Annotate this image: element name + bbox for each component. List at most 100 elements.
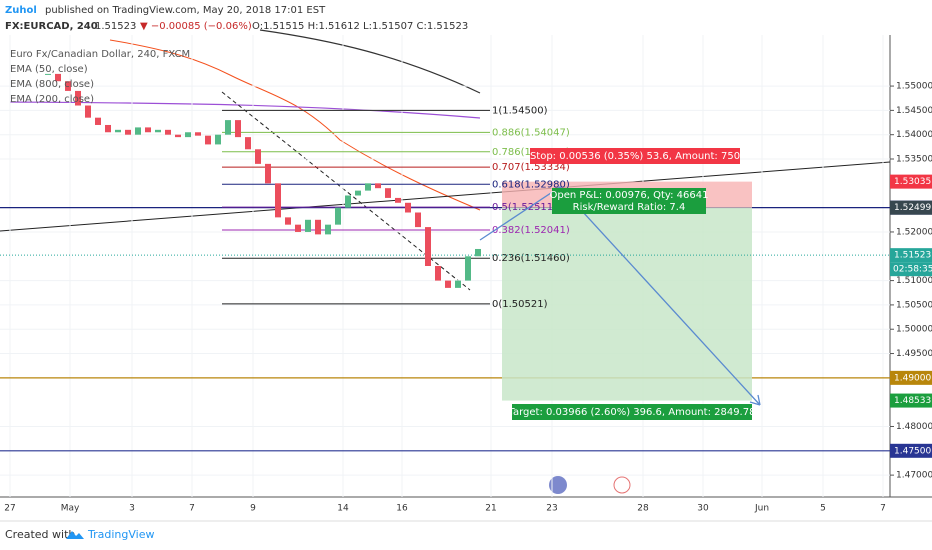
candle: [95, 117, 101, 125]
price-tag: [890, 248, 932, 263]
legend-entry: EMA (200, close): [10, 94, 94, 105]
date-tick-label: 3: [129, 504, 135, 514]
legend-entry: EMA (800, close): [10, 79, 94, 90]
stop-label: Stop: 0.00536 (0.35%) 53.6, Amount: 750: [530, 151, 740, 162]
ema-50: [109, 39, 481, 211]
price-tag: [890, 443, 932, 458]
candle: [85, 105, 91, 118]
candle: [335, 207, 341, 225]
candle: [275, 183, 281, 218]
date-tick-label: 28: [637, 504, 649, 514]
price-tick-label: 1.50500: [896, 300, 932, 310]
ema-200: [9, 101, 481, 119]
fib-label: 0(1.50521): [492, 299, 548, 310]
fib-label: 0.707(1.53334): [492, 162, 570, 173]
candle: [65, 81, 71, 91]
candle: [245, 137, 251, 150]
trend-line: [0, 161, 891, 232]
candle: [265, 163, 271, 184]
price-tick-label: 1.52000: [896, 227, 932, 237]
candle: [45, 73, 51, 75]
fib-label: 0.236(1.51460): [492, 253, 570, 264]
candle: [75, 90, 81, 106]
date-tick-label: 16: [396, 504, 408, 514]
logo: [66, 531, 84, 539]
stop-label-bg: [530, 148, 740, 164]
date-tick-label: 7: [189, 504, 195, 514]
candle: [455, 280, 461, 288]
candle: [195, 132, 201, 136]
fib-label: 0.5(1.52511): [492, 202, 557, 213]
event-icon[interactable]: [613, 476, 631, 494]
candle: [175, 134, 181, 138]
price-tick-label: 1.55000: [896, 82, 932, 92]
date-tick-label: 21: [485, 504, 496, 514]
date-tick-label: 9: [250, 504, 256, 514]
footer: Created with TradingView: [5, 528, 154, 541]
fib-label: 0.382(1.52041): [492, 225, 570, 236]
date-tick-label: 5: [820, 504, 826, 514]
legend-entry: Euro Fx/Canadian Dollar, 240, FXCM: [10, 49, 190, 60]
candle: [155, 129, 161, 133]
price-tag-label: 1.47500: [894, 446, 931, 456]
open-label: Open P&L: 0.00976, Qty: 46641: [550, 190, 709, 201]
author[interactable]: Zuhol: [5, 5, 37, 16]
price-tag: [890, 174, 932, 189]
last-price: 1.51523: [95, 21, 136, 32]
date-tick-label: 30: [697, 504, 709, 514]
ohlc: O:1.51515 H:1.51612 L:1.51507 C:1.51523: [252, 21, 468, 32]
event-icon[interactable]: [549, 476, 567, 494]
ratio-label: Risk/Reward Ratio: 7.4: [573, 202, 686, 213]
price-tag-label: 1.52499: [894, 203, 931, 213]
countdown: 02:58:35: [893, 265, 932, 275]
candle: [385, 188, 391, 198]
date-tick-label: May: [61, 504, 80, 514]
price-tick-label: 1.54000: [896, 130, 932, 140]
date-tick-label: Jun: [754, 504, 769, 514]
candle: [215, 134, 221, 145]
candle: [225, 120, 231, 135]
candle: [255, 149, 261, 164]
candle: [205, 135, 211, 145]
candle: [465, 256, 471, 281]
candle: [405, 202, 411, 213]
candle: [105, 124, 111, 133]
open-bg: [552, 188, 706, 214]
change: ▼ −0.00085 (−0.06%): [140, 21, 252, 32]
date-tick-label: 23: [546, 504, 557, 514]
candle: [345, 195, 351, 208]
countdown-bg: [890, 262, 932, 277]
target-label: Target: 0.03966 (2.60%) 396.6, Amount: 2…: [508, 407, 756, 418]
published: published on TradingView.com, May 20, 20…: [45, 5, 326, 16]
candle: [145, 127, 151, 133]
target-label-bg: [512, 404, 752, 420]
price-tag: [890, 370, 932, 385]
price-tick-label: 1.50000: [896, 325, 932, 335]
candle: [125, 129, 131, 135]
candle: [285, 217, 291, 225]
date-tick-label: 14: [337, 504, 349, 514]
price-tick-label: 1.49500: [896, 349, 932, 359]
price-tick-label: 1.53500: [896, 155, 932, 165]
fib-label: 0.618(1.52980): [492, 179, 570, 190]
target-zone: [502, 207, 752, 401]
candle: [325, 224, 331, 235]
fib-label: 1(1.54500): [492, 105, 548, 116]
price-tag-label: 1.49000: [894, 373, 931, 383]
channel-line: [221, 91, 471, 291]
symbol: FX:EURCAD, 240: [5, 21, 98, 32]
price-tag-label: 1.51523: [894, 251, 931, 261]
candle: [415, 212, 421, 228]
candle: [475, 248, 481, 257]
candle: [235, 120, 241, 138]
date-tick-label: 27: [4, 504, 15, 514]
ema-800: [259, 29, 481, 94]
brand[interactable]: TradingView: [87, 528, 154, 541]
price-tag: [890, 393, 932, 408]
candle: [435, 266, 441, 281]
created-with: Created with: [5, 528, 75, 541]
price-tag: [890, 200, 932, 215]
projection-arrow: [479, 186, 761, 406]
